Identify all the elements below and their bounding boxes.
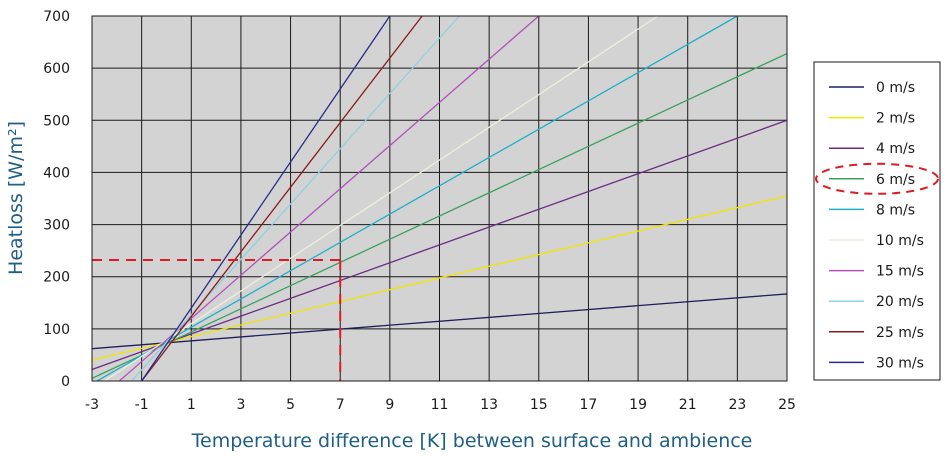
legend-label: 6 m/s <box>876 172 915 188</box>
x-tick-label: 3 <box>236 397 245 413</box>
x-tick-label: 9 <box>385 397 394 413</box>
x-tick-label: 17 <box>580 397 598 413</box>
x-tick-label: 21 <box>679 397 697 413</box>
y-tick-labels: 0 100 200 300 400 500 600 700 <box>43 9 70 390</box>
series-lines <box>91 15 788 382</box>
y-tick-label: 200 <box>43 270 70 286</box>
legend-box <box>813 61 941 381</box>
legend-label: 20 m/s <box>876 294 924 310</box>
series-line-30-m-s <box>141 15 391 382</box>
y-tick-label: 100 <box>43 322 70 338</box>
x-tick-label: 15 <box>530 397 548 413</box>
legend-label: 0 m/s <box>876 80 915 96</box>
x-tick-label: 5 <box>286 397 295 413</box>
legend-label: 2 m/s <box>876 111 915 127</box>
series-line-25-m-s <box>141 15 423 382</box>
series-line-8-m-s <box>96 15 738 382</box>
legend-label: 10 m/s <box>876 233 924 249</box>
series-line-4-m-s <box>91 119 788 371</box>
x-tick-label: 25 <box>778 397 796 413</box>
series-line-15-m-s <box>118 15 540 382</box>
x-tick-label: 19 <box>629 397 647 413</box>
series-line-20-m-s <box>131 15 460 382</box>
x-tick-label: -1 <box>135 397 149 413</box>
y-tick-label: 700 <box>43 9 70 25</box>
series-line-2-m-s <box>91 195 788 361</box>
y-axis-title: Heatloss [W/m²] <box>5 121 27 275</box>
x-tick-label: 13 <box>480 397 498 413</box>
x-tick-label: -3 <box>85 397 99 413</box>
reference-lines <box>92 259 342 381</box>
y-tick-label: 600 <box>43 61 70 77</box>
x-axis-title: Temperature difference [K] between surfa… <box>191 430 753 452</box>
legend-highlight-ellipse <box>815 162 939 195</box>
x-tick-label: 23 <box>728 397 746 413</box>
y-tick-label: 500 <box>43 113 70 129</box>
legend-label: 25 m/s <box>876 325 924 341</box>
legend-label: 4 m/s <box>876 141 915 157</box>
plot-frame <box>91 15 788 382</box>
legend: 0 m/s 2 m/s 4 m/s 6 m/s 8 m/s 10 m/s 15 m/s 20 … <box>813 61 941 381</box>
y-tick-label: 400 <box>43 165 70 181</box>
y-tick-label: 0 <box>61 374 70 390</box>
series-line-6-m-s <box>91 52 788 379</box>
legend-label: 8 m/s <box>876 202 915 218</box>
series-line-0-m-s <box>91 293 788 350</box>
x-tick-label: 11 <box>431 397 449 413</box>
x-tick-labels: -3 -1 1 3 5 7 9 11 13 15 17 19 21 23 25 <box>85 397 796 413</box>
legend-label: 15 m/s <box>876 264 924 280</box>
x-tick-label: 7 <box>336 397 345 413</box>
legend-label: 30 m/s <box>876 355 924 371</box>
y-tick-label: 300 <box>43 218 70 234</box>
series-line-10-m-s <box>104 15 659 382</box>
x-tick-label: 1 <box>187 397 196 413</box>
